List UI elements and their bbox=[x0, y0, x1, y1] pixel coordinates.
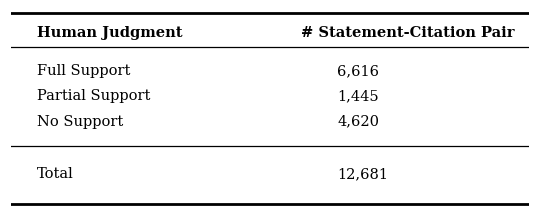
Text: Total: Total bbox=[37, 167, 73, 182]
Text: 1,445: 1,445 bbox=[338, 89, 379, 103]
Text: Full Support: Full Support bbox=[37, 64, 130, 78]
Text: Human Judgment: Human Judgment bbox=[37, 26, 182, 40]
Text: # Statement-Citation Pair: # Statement-Citation Pair bbox=[301, 26, 515, 40]
Text: No Support: No Support bbox=[37, 115, 123, 129]
Text: 12,681: 12,681 bbox=[338, 167, 388, 182]
Text: Partial Support: Partial Support bbox=[37, 89, 150, 103]
Text: 6,616: 6,616 bbox=[338, 64, 380, 78]
Text: 4,620: 4,620 bbox=[338, 115, 380, 129]
